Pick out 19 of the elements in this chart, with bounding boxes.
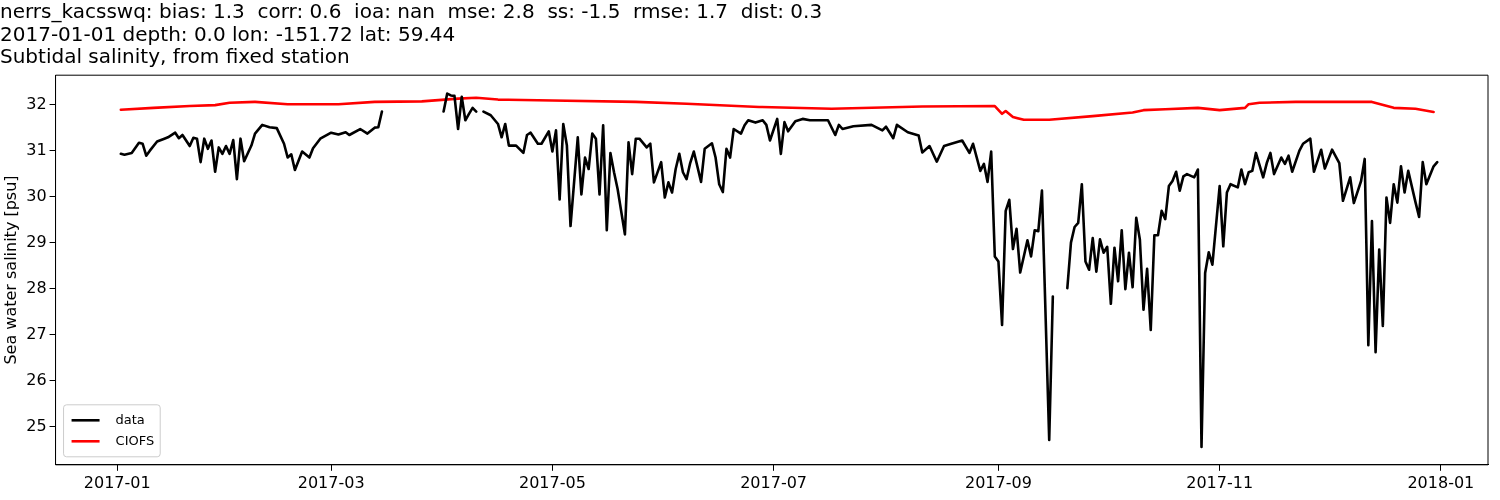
chart-title: nerrs_kacsswq: bias: 1.3 corr: 0.6 ioa: nan mse: 2.8 ss: -1.5 rmse: 1.7 dist: 0.3 2017-01-01 depth: 0.0 lon: -151.72 lat: 59.44 Subtidal salinity, from fixed station (0, 0, 823, 69)
y-tick-label: 25 (26, 415, 47, 435)
x-tick-label: 2017-09 (965, 472, 1032, 492)
y-tick-label: 29 (26, 231, 47, 251)
x-tick-label: 2017-01 (83, 472, 151, 492)
legend-label: CIOFS (115, 432, 155, 448)
y-tick-label: 27 (26, 323, 47, 343)
x-tick-label: 2017-11 (1186, 472, 1254, 492)
x-tick-label: 2017-03 (297, 472, 365, 492)
y-tick-label: 28 (26, 277, 47, 297)
y-tick-label: 31 (26, 139, 47, 159)
legend-label: data (115, 411, 145, 427)
y-tick-label: 30 (26, 185, 47, 205)
y-tick-label: 32 (26, 93, 47, 113)
y-tick-label: 26 (26, 369, 47, 389)
x-tick-label: 2017-07 (740, 472, 808, 492)
x-tick-label: 2018-01 (1407, 472, 1475, 492)
y-axis-title: Sea water salinity [psu] (0, 175, 20, 365)
x-tick-label: 2017-05 (518, 472, 586, 492)
